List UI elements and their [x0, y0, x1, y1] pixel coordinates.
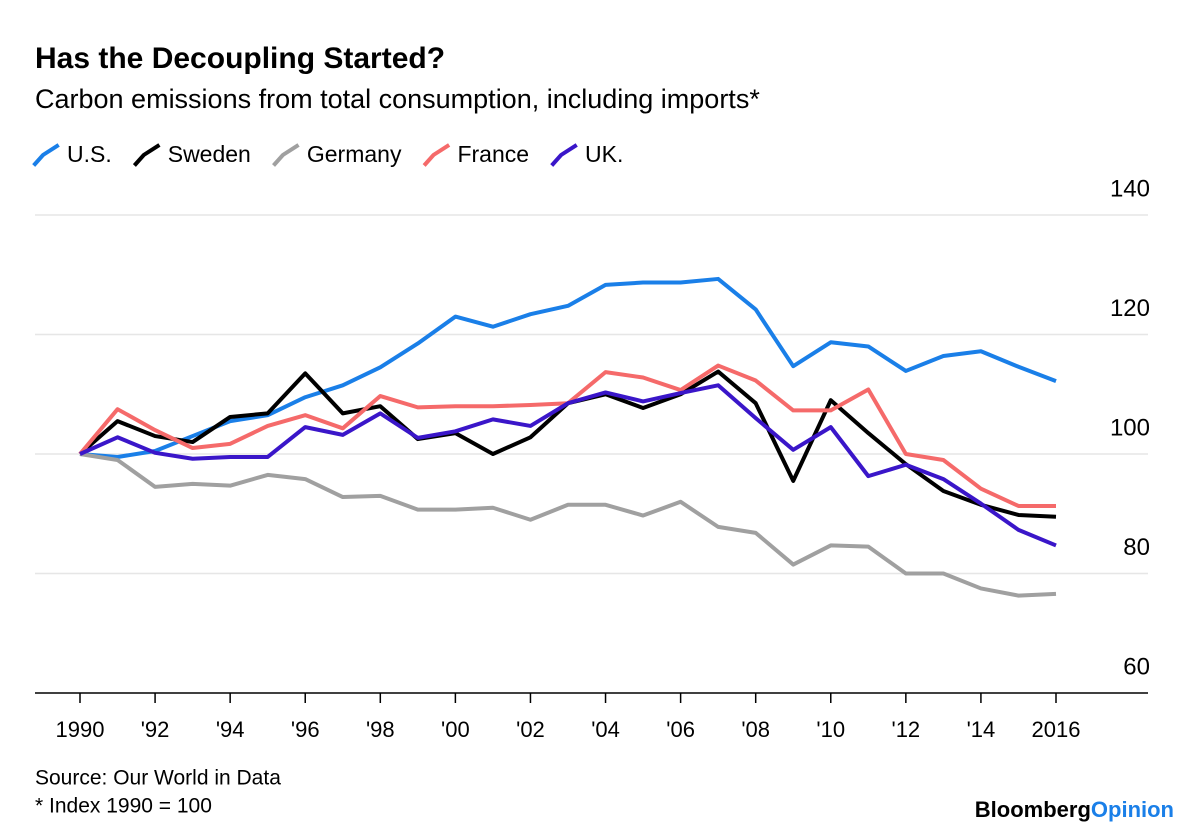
x-tick-label: '96 — [291, 717, 320, 742]
legend-label: Germany — [307, 141, 402, 167]
x-tick-label: '06 — [666, 717, 695, 742]
chart-subtitle: Carbon emissions from total consumption,… — [35, 84, 760, 114]
x-tick-label: '98 — [366, 717, 395, 742]
legend-swatch — [132, 143, 161, 167]
legend-swatch — [272, 143, 300, 167]
y-tick-label: 100 — [1110, 414, 1150, 441]
x-tick-label: '92 — [141, 717, 170, 742]
legend-swatch — [550, 143, 578, 167]
series-line — [79, 383, 1057, 548]
brand-section: Opinion — [1091, 797, 1174, 822]
x-tick-label: '14 — [967, 717, 996, 742]
footnote: * Index 1990 = 100 — [35, 795, 212, 818]
x-tick-label: '00 — [441, 717, 470, 742]
y-tick-label: 120 — [1110, 295, 1150, 322]
y-tick-label: 140 — [1110, 175, 1150, 202]
y-tick-label: 80 — [1123, 534, 1150, 561]
legend-swatch — [32, 143, 60, 167]
brand-name: Bloomberg — [975, 797, 1091, 822]
x-tick-label: '10 — [816, 717, 845, 742]
legend-label: UK. — [585, 141, 623, 167]
x-tick-label: 1990 — [56, 717, 105, 742]
x-tick-label: '94 — [216, 717, 245, 742]
chart-title: Has the Decoupling Started? — [35, 42, 445, 75]
legend-swatch — [422, 143, 451, 167]
legend-label: Sweden — [168, 141, 251, 167]
x-tick-label: '02 — [516, 717, 545, 742]
series-line — [79, 276, 1057, 459]
source: Source: Our World in Data — [35, 767, 281, 790]
y-tick-label: 60 — [1123, 653, 1150, 680]
x-tick-label: 2016 — [1032, 717, 1081, 742]
x-tick-label: '04 — [591, 717, 620, 742]
x-tick-label: '08 — [741, 717, 770, 742]
legend-label: France — [457, 141, 529, 167]
series-line — [79, 452, 1057, 598]
legend-label: U.S. — [67, 141, 112, 167]
brand: BloombergOpinion — [975, 797, 1174, 822]
x-tick-label: '12 — [892, 717, 921, 742]
